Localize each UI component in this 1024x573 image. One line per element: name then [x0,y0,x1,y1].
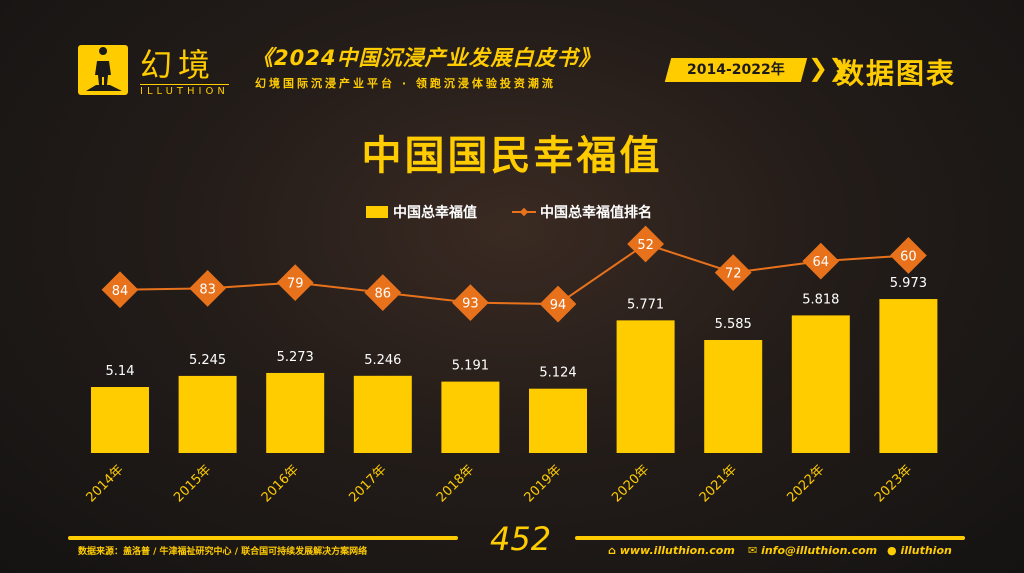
bar-value-label: 5.191 [452,359,489,374]
bar-value-label: 5.585 [715,317,752,332]
footer-divider-left [68,536,458,540]
bar-value-label: 5.14 [106,364,135,379]
rank-value-label: 64 [813,255,830,270]
legend-bar-swatch [366,206,388,218]
rank-value-label: 84 [112,284,129,299]
x-tick-label: 2017年 [346,462,389,505]
bar [529,388,587,453]
wechat-icon: ● [887,544,897,557]
bar-value-label: 5.273 [277,350,314,365]
website[interactable]: ⌂ www.illuthion.com [608,544,735,557]
bar [91,387,149,453]
wechat-text: illuthion [900,544,952,557]
wechat[interactable]: ● illuthion [887,544,952,557]
bar [266,372,325,453]
x-tick-label: 2014年 [84,462,127,505]
x-tick-label: 2020年 [609,462,652,505]
footer-divider-right [575,536,965,540]
bar [441,381,500,453]
logo-icon [78,45,128,95]
rank-value-label: 83 [199,282,216,297]
data-source: 数据来源：盖洛普 / 牛津福祉研究中心 / 联合国可持续发展解决方案网络 [78,547,368,557]
rank-marker [890,237,927,274]
legend-line-label: 中国总幸福值排名 [540,204,652,221]
chevrons-icon: ❯❯ [808,54,849,82]
rank-marker [364,274,402,312]
report-title: 《2024中国沉浸产业发展白皮书》 [252,46,601,70]
rank-marker [714,254,752,291]
bar [704,340,763,453]
x-tick-label: 2021年 [697,462,740,505]
bar-value-label: 5.124 [539,366,576,381]
bar [879,299,938,453]
bar-value-label: 5.246 [364,353,401,368]
rank-value-label: 93 [462,297,479,312]
email[interactable]: ✉ info@illuthion.com [748,544,877,557]
rank-marker [189,269,226,307]
brand-name-en: ILLUTHION [140,84,229,97]
website-text: www.illuthion.com [619,544,735,557]
bar-value-label: 5.818 [802,292,839,307]
x-tick-label: 2019年 [522,462,565,505]
rank-marker [276,264,314,301]
chart-title: 中国国民幸福值 [361,133,663,179]
rank-value-label: 79 [287,277,304,292]
rank-value-label: 94 [550,298,567,313]
rank-value-label: 86 [375,287,392,302]
report-subtitle: 幻境国际沉浸产业平台 · 领跑沉浸体验投资潮流 [255,77,556,90]
section-title: 数据图表 [836,57,957,90]
x-tick-label: 2022年 [784,462,827,505]
x-tick-label: 2023年 [872,462,915,505]
mail-icon: ✉ [748,544,758,557]
x-tick-label: 2018年 [434,462,477,505]
rank-line [119,242,909,306]
rank-marker [452,284,489,322]
rank-marker [627,225,664,263]
bar-value-label: 5.245 [189,353,226,368]
rank-value-label: 52 [637,238,654,253]
rank-marker [101,271,139,309]
rank-marker [539,285,577,323]
bar [353,375,412,453]
legend: 中国总幸福值 中国总幸福值排名 [366,204,652,221]
bar [178,375,237,453]
legend-line-marker [519,207,529,217]
bar-value-label: 5.973 [890,276,927,291]
page-number: 452 [490,520,552,558]
bar [791,315,850,453]
bar-value-label: 5.771 [627,297,664,312]
x-tick-label: 2015年 [171,462,214,505]
rank-value-label: 72 [725,267,742,282]
rank-value-label: 60 [900,249,917,264]
rank-marker [802,242,840,280]
home-icon: ⌂ [608,544,616,557]
legend-bar-label: 中国总幸福值 [393,204,477,221]
brand-name: 幻境 [140,46,217,84]
x-tick-label: 2016年 [259,462,302,505]
email-text: info@illuthion.com [761,544,878,557]
bar [616,320,675,453]
